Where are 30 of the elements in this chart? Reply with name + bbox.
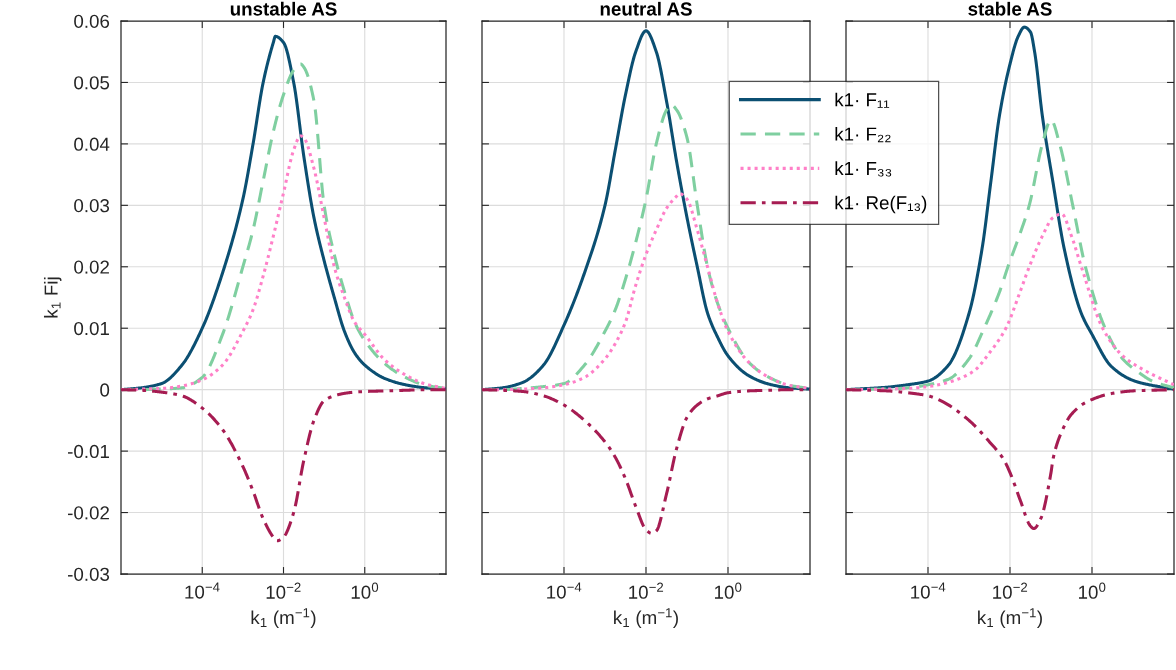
y-tick-label: 0.02 [74, 260, 109, 274]
x-tick-label: 10$^{−2}$ [266, 582, 301, 599]
y-tick-label: -0.02 [67, 506, 109, 520]
x-tick-label: 10$^{0}$ [351, 582, 379, 599]
legend-label: k1· F₃₃ [835, 161, 892, 177]
y-tick-label: 0.06 [74, 14, 110, 28]
x-tick-label: 10$^{−2}$ [629, 582, 664, 599]
chart-title: neutral AS [600, 1, 692, 16]
x-tick-label: 10$^{−4}$ [911, 582, 946, 599]
x-tick-label: 10$^{−4}$ [185, 582, 220, 599]
x-tick-label: 10$^{−2}$ [993, 582, 1028, 599]
y-tick-label: 0 [100, 383, 110, 397]
y-tick-label: -0.03 [67, 567, 110, 581]
chart-title: unstable AS [230, 1, 337, 16]
x-tick-label: 10$^{0}$ [714, 582, 742, 599]
y-tick-label: 0.05 [74, 76, 110, 90]
y-tick-label: 0.04 [74, 137, 110, 151]
legend-label: k1· F₂₂ [835, 126, 891, 143]
x-tick-label: 10$^{0}$ [1078, 582, 1106, 599]
legend-label: k1· F₁₁ [835, 92, 890, 108]
y-tick-label: 0.03 [74, 199, 110, 213]
legend-label: k1· Re(F₁₃) [835, 195, 927, 214]
chart-title: stable AS [968, 1, 1052, 16]
y-tick-label: 0.01 [74, 321, 109, 336]
y-axis-title: k$_{1}$ Fij [43, 277, 62, 318]
x-tick-label: 10$^{−4}$ [547, 582, 582, 599]
x-axis-title: k$_{1}$ (m$^{−1}$) [251, 608, 316, 628]
x-axis-title: k$_{1}$ (m$^{−1}$) [978, 608, 1042, 628]
y-tick-label: -0.01 [67, 444, 109, 459]
x-axis-title: k$_{1}$ (m$^{−1}$) [614, 608, 678, 628]
